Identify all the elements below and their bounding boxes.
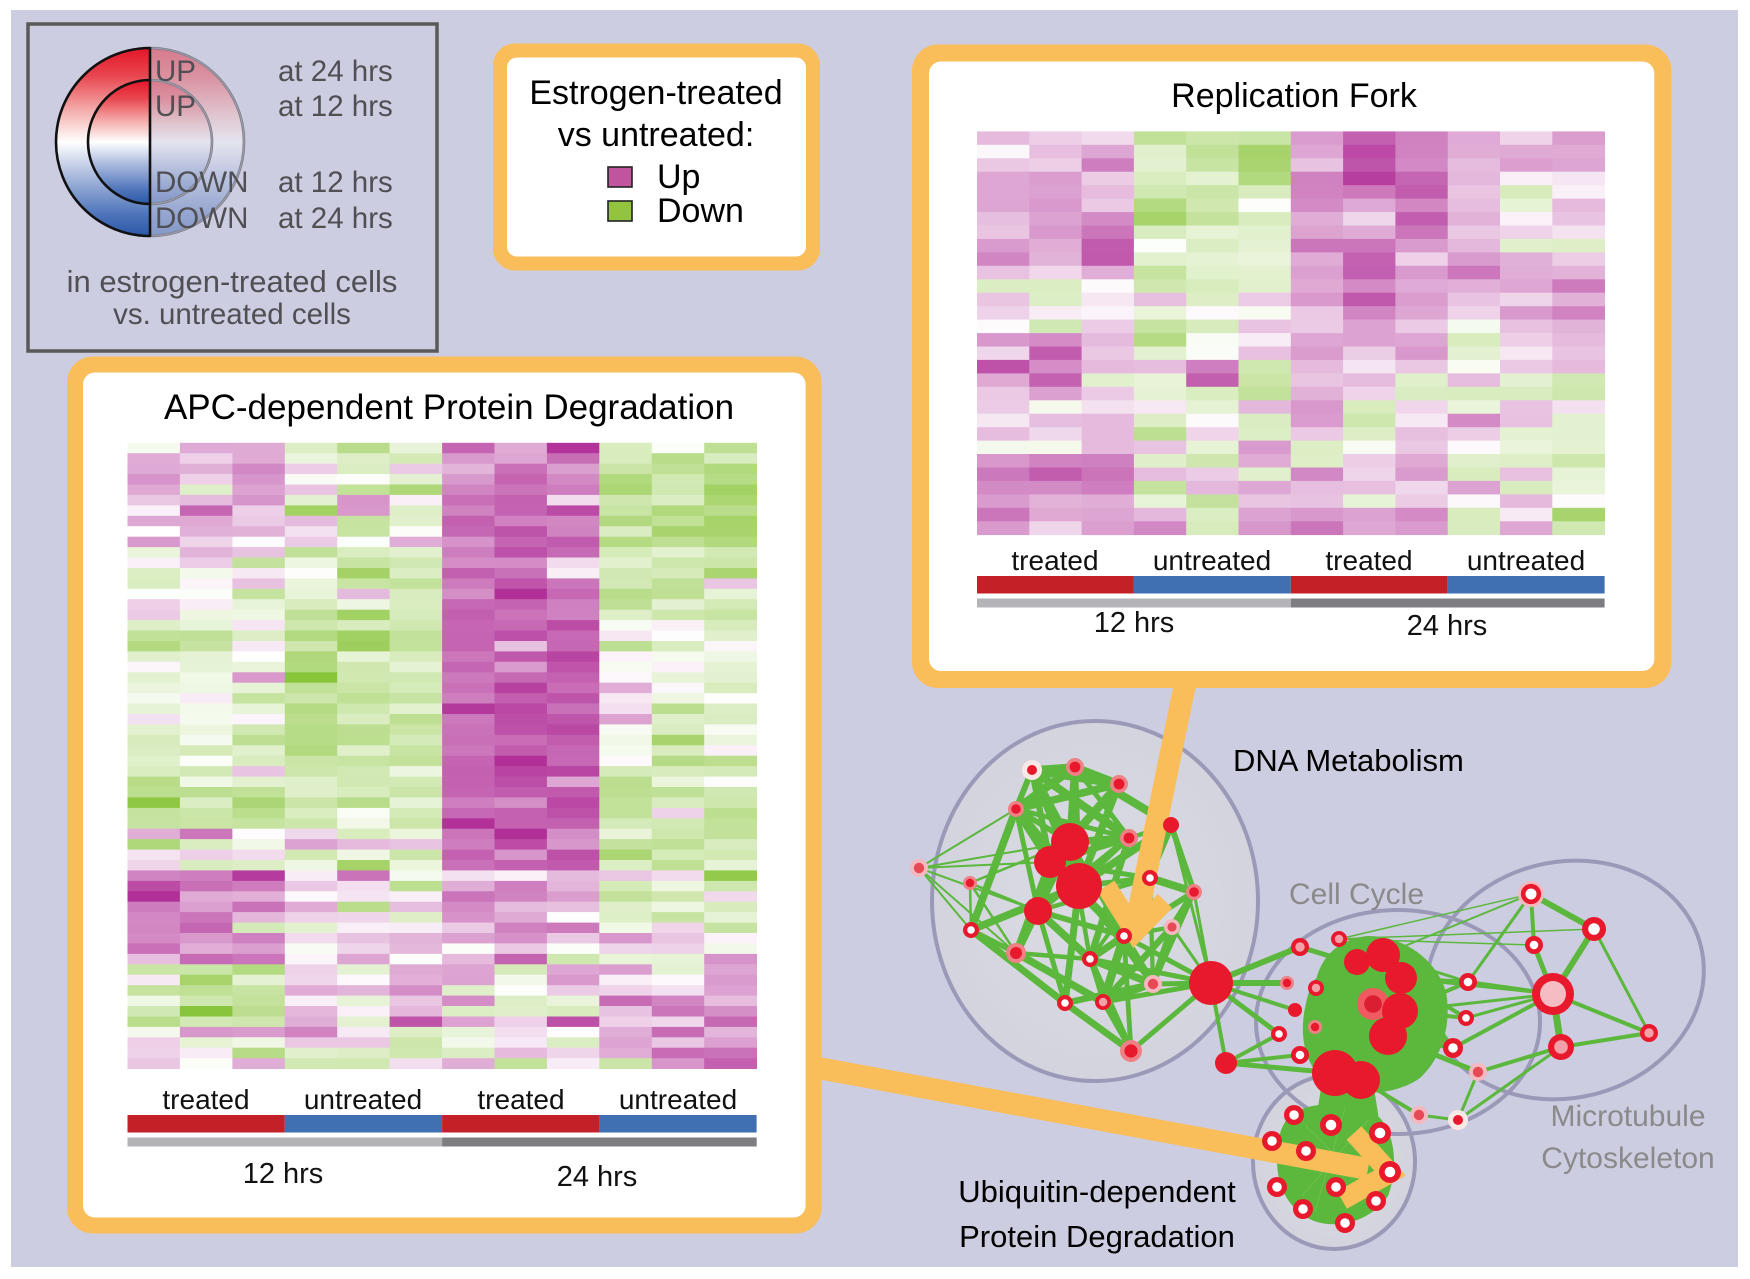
svg-text:UP: UP: [155, 90, 196, 123]
svg-text:treated: treated: [1325, 545, 1412, 576]
svg-text:DOWN: DOWN: [155, 202, 248, 235]
svg-text:in estrogen-treated cells: in estrogen-treated cells: [67, 264, 398, 299]
svg-text:Microtubule: Microtubule: [1550, 1100, 1705, 1133]
svg-text:untreated: untreated: [1467, 545, 1585, 576]
svg-text:24 hrs: 24 hrs: [557, 1161, 638, 1193]
svg-text:treated: treated: [1011, 545, 1098, 576]
svg-text:DNA Metabolism: DNA Metabolism: [1233, 743, 1464, 778]
svg-text:Protein Degradation: Protein Degradation: [959, 1219, 1235, 1254]
svg-text:Replication Fork: Replication Fork: [1171, 77, 1418, 115]
svg-text:UP: UP: [155, 55, 196, 88]
svg-text:Cell Cycle: Cell Cycle: [1289, 878, 1424, 911]
svg-text:treated: treated: [162, 1084, 249, 1115]
svg-text:untreated: untreated: [619, 1084, 737, 1115]
svg-text:24 hrs: 24 hrs: [1407, 610, 1488, 642]
svg-text:APC-dependent Protein Degradat: APC-dependent Protein Degradation: [164, 388, 734, 427]
svg-text:Ubiquitin-dependent: Ubiquitin-dependent: [958, 1174, 1236, 1209]
svg-text:at 24 hrs: at 24 hrs: [278, 202, 393, 235]
svg-text:untreated: untreated: [304, 1084, 422, 1115]
svg-text:at 24 hrs: at 24 hrs: [278, 55, 393, 88]
svg-text:Down: Down: [657, 192, 744, 230]
svg-text:at 12 hrs: at 12 hrs: [278, 166, 393, 199]
svg-text:Estrogen-treated: Estrogen-treated: [529, 74, 782, 112]
svg-text:vs untreated:: vs untreated:: [558, 116, 755, 154]
svg-text:at 12 hrs: at 12 hrs: [278, 90, 393, 123]
svg-text:treated: treated: [477, 1084, 564, 1115]
svg-text:12 hrs: 12 hrs: [1094, 607, 1175, 639]
svg-text:vs. untreated cells: vs. untreated cells: [113, 298, 351, 331]
svg-text:12 hrs: 12 hrs: [243, 1158, 324, 1190]
svg-text:untreated: untreated: [1153, 545, 1271, 576]
svg-text:DOWN: DOWN: [155, 166, 248, 199]
svg-text:Cytoskeleton: Cytoskeleton: [1541, 1142, 1714, 1175]
svg-text:Up: Up: [657, 158, 700, 196]
